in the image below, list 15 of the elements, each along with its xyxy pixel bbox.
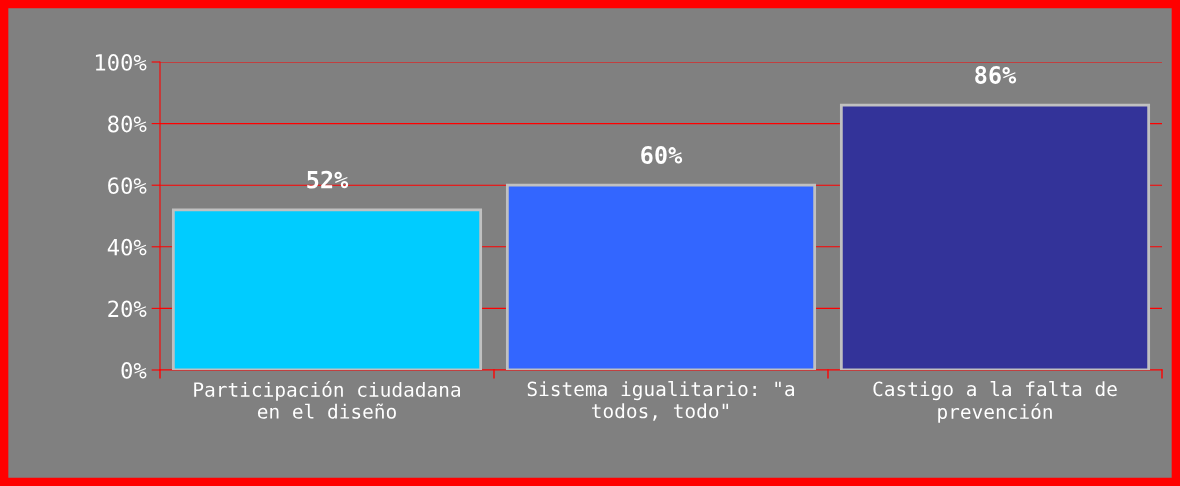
bar — [171, 208, 483, 370]
y-tick-label: 0% — [121, 362, 147, 379]
data-label: 86% — [975, 66, 1017, 84]
x-tick-label: Sistema igualitario: "a todos, todo" — [527, 381, 794, 421]
bar — [839, 103, 1151, 370]
data-label: 52% — [307, 170, 349, 189]
x-tick-label: Participación ciudadana en el diseño — [194, 381, 460, 419]
y-tick-label: 60% — [108, 177, 147, 195]
y-tick-label: 20% — [108, 300, 147, 318]
data-label: 60% — [641, 146, 683, 164]
x-tick-label: Castigo a la falta de prevención — [873, 381, 1117, 423]
y-tick-label: 100% — [95, 54, 147, 71]
bar — [505, 183, 817, 370]
y-tick-label: 80% — [108, 115, 147, 133]
y-tick-label: 40% — [107, 238, 147, 256]
